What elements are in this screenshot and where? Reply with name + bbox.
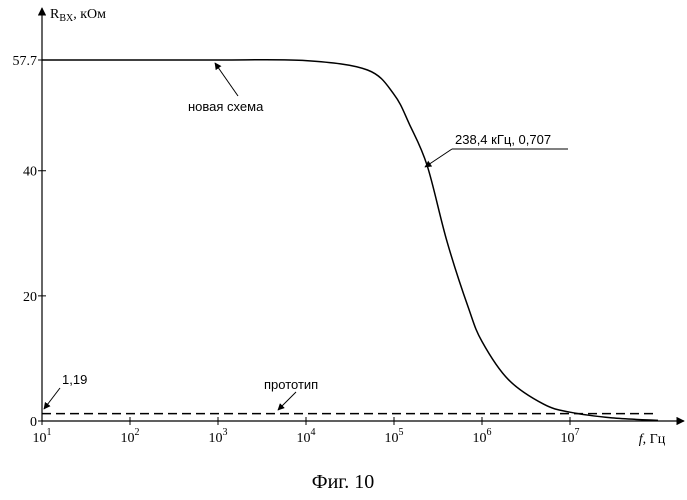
svg-text:1,19: 1,19 (62, 372, 87, 387)
x-tick-label: 107 (561, 427, 580, 446)
annotation-prototype: прототип (264, 377, 318, 410)
x-tick-label: 105 (385, 427, 404, 446)
svg-text:прототип: прототип (264, 377, 318, 392)
annotation-new-scheme: новая схема (188, 63, 264, 114)
y-tick-label: 0 (30, 415, 37, 430)
x-tick-label: 104 (297, 427, 316, 446)
annotation-cutoff-point: 238,4 кГц, 0,707 (425, 132, 568, 167)
y-tick-label: 57.7 (13, 54, 38, 69)
y-tick-label: 20 (23, 290, 37, 305)
x-axis-label: f, Гц (639, 432, 666, 447)
x-tick-label: 102 (121, 427, 140, 446)
y-tick-label: 40 (23, 165, 37, 180)
annotation-prototype-value: 1,19 (44, 372, 87, 409)
figure-caption: Фиг. 10 (312, 471, 374, 493)
y-axis-label: RBX, кОм (50, 7, 106, 24)
svg-text:238,4 кГц, 0,707: 238,4 кГц, 0,707 (455, 132, 551, 147)
x-tick-label: 106 (473, 427, 492, 446)
x-tick-label: 103 (209, 427, 228, 446)
svg-text:новая схема: новая схема (188, 99, 264, 114)
series-line-new-scheme (42, 60, 658, 421)
